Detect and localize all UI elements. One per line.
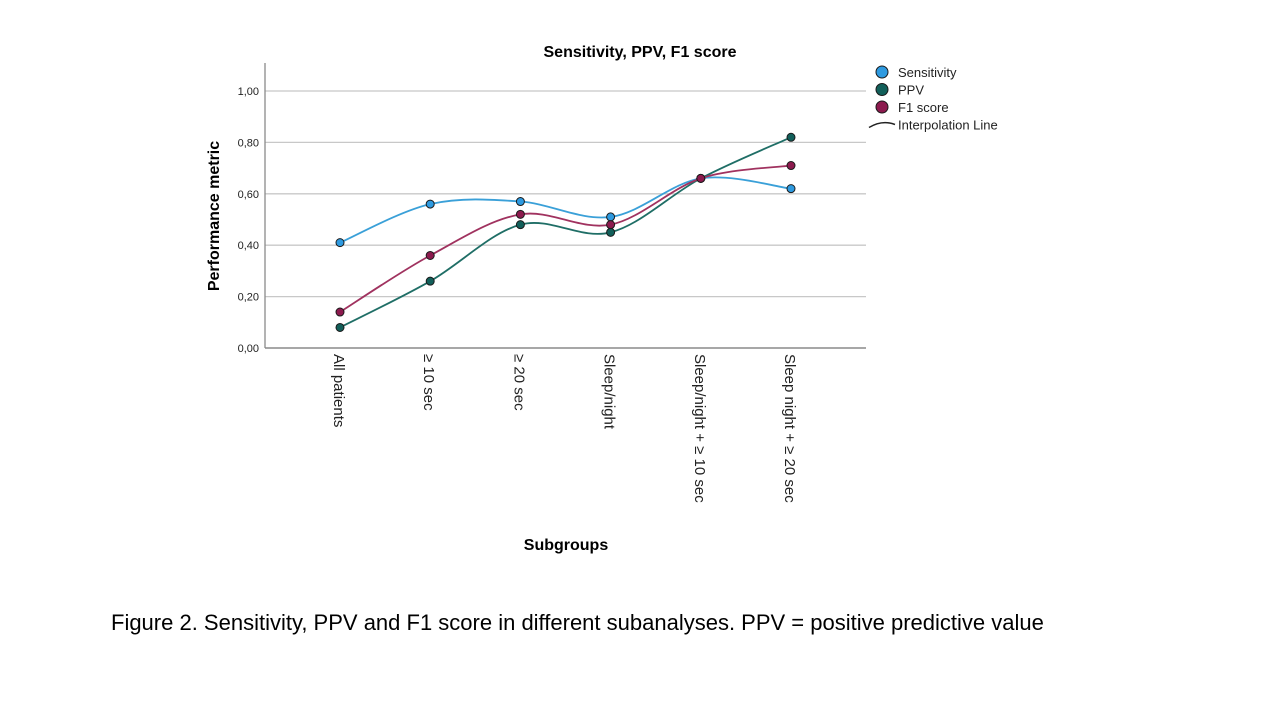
- ppv-point: [515, 220, 525, 230]
- sensitivity-point: [335, 238, 345, 248]
- f1-score-point: [606, 220, 616, 230]
- sensitivity-point: [786, 184, 796, 194]
- x-tick-label: Sleep/night + ≥ 10 sec: [691, 354, 708, 503]
- y-tick-label: 0,60: [238, 189, 259, 201]
- sensitivity-line: [339, 176, 792, 244]
- interpolation-line-icon: [868, 121, 896, 129]
- sensitivity-point: [515, 197, 525, 207]
- y-tick-label: 0,40: [238, 240, 259, 252]
- x-tick-label: All patients: [330, 354, 347, 427]
- legend-marker: [875, 65, 889, 79]
- x-tick-label: Sleep/night: [601, 354, 618, 430]
- legend-label: Interpolation Line: [898, 118, 998, 133]
- legend-marker: [875, 100, 889, 114]
- ppv-point: [606, 227, 616, 237]
- y-tick-label: 1,00: [238, 86, 259, 98]
- y-axis-ticks: 0,00 0,20 0,40 0,60 0,80 1,00: [238, 86, 259, 355]
- ppv-point: [335, 322, 345, 332]
- legend: Sensitivity PPV F1 score Interpolation Line: [868, 65, 998, 133]
- y-tick-label: 0,00: [238, 343, 259, 355]
- chart: Sensitivity, PPV, F1 score 0,000,200,400…: [206, 44, 998, 554]
- legend-label: PPV: [898, 83, 924, 98]
- legend-label: F1 score: [898, 100, 949, 115]
- f1-score-point: [335, 307, 345, 317]
- y-tick-label: 0,80: [238, 137, 259, 149]
- x-tick-label: ≥ 10 sec: [420, 354, 437, 411]
- f1-score-point: [515, 209, 525, 219]
- series-lines: [339, 136, 792, 329]
- ppv-point: [786, 132, 796, 142]
- y-tick-label: 0,20: [238, 292, 259, 304]
- x-axis-ticks: All patients ≥ 10 sec ≥ 20 sec Sleep/night S…: [330, 354, 798, 503]
- chart-title: Sensitivity, PPV, F1 score: [544, 44, 737, 61]
- figure-caption: Figure 2. Sensitivity, PPV and F1 score …: [111, 610, 1044, 635]
- f1-score-point: [425, 250, 435, 260]
- gridlines: [265, 90, 866, 298]
- f1-score-line: [339, 164, 792, 313]
- axes: [264, 63, 866, 349]
- x-axis-label: Subgroups: [524, 537, 609, 554]
- sensitivity-point: [606, 212, 616, 222]
- f1-score-point: [786, 161, 796, 171]
- x-tick-label: ≥ 20 sec: [510, 354, 527, 411]
- sensitivity-point: [425, 199, 435, 209]
- ppv-point: [425, 276, 435, 286]
- f1-score-point: [696, 173, 706, 183]
- x-tick-label: Sleep night + ≥ 20 sec: [781, 354, 798, 503]
- legend-marker: [875, 83, 889, 96]
- legend-label: Sensitivity: [898, 65, 957, 80]
- ppv-line: [339, 136, 792, 329]
- series-points: [335, 132, 796, 332]
- y-axis-label: Performance metric: [206, 141, 223, 291]
